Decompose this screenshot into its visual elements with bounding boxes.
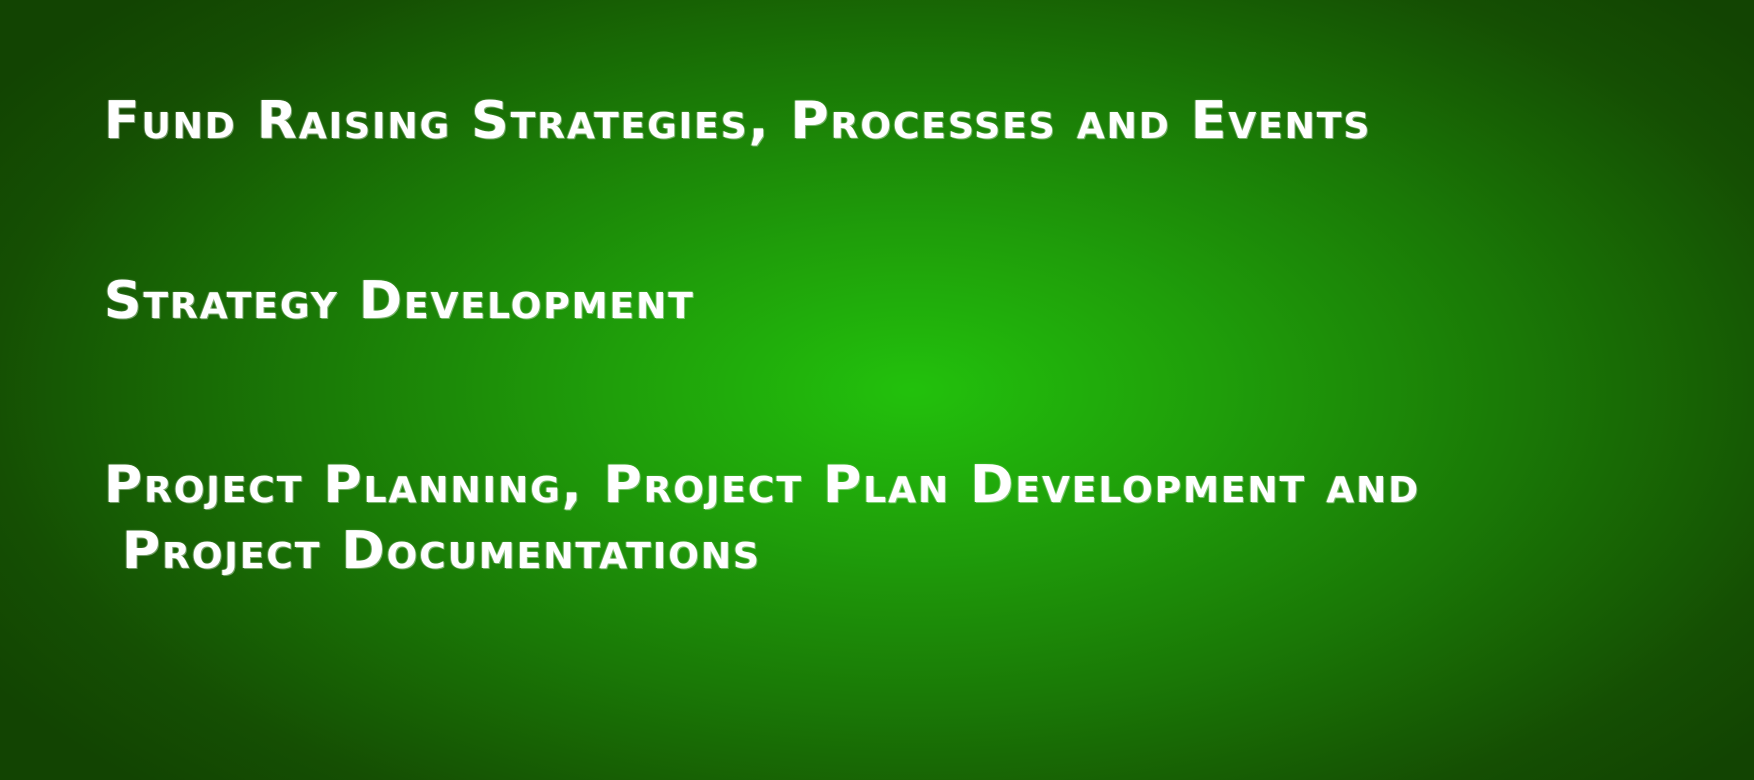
topic-project-planning: Project Planning, Project Plan Developme… — [104, 452, 1420, 584]
topic-line: Fund Raising Strategies, Processes and E… — [104, 91, 1372, 151]
topic-line-continued: Project Documentations — [122, 521, 761, 582]
topic-line: Strategy Development — [104, 271, 695, 331]
topic-fund-raising: Fund Raising Strategies, Processes and E… — [104, 88, 1371, 154]
topic-strategy-development: Strategy Development — [104, 268, 695, 334]
topic-line: Project Planning, Project Plan Developme… — [104, 455, 1421, 515]
